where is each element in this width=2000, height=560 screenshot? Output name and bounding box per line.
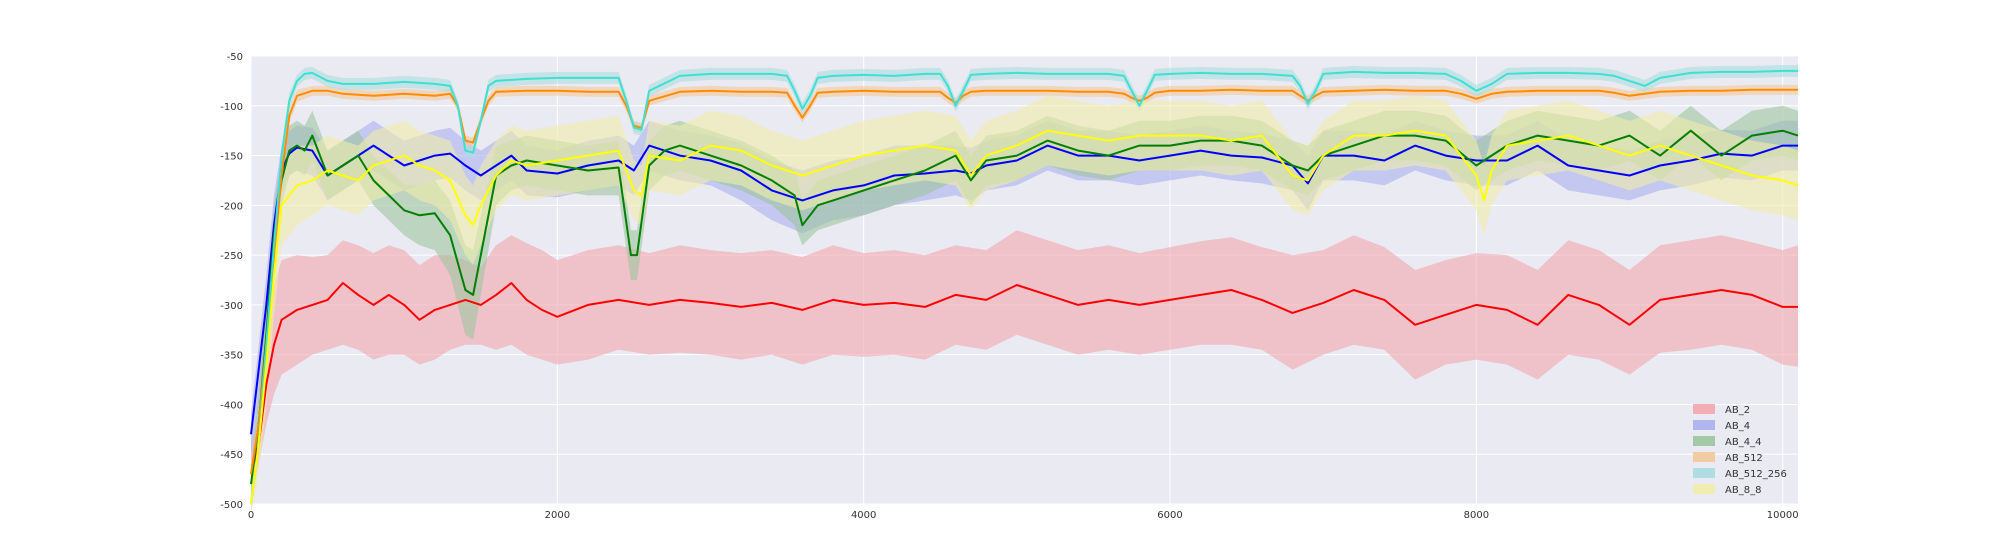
legend-label: AB_512_256 <box>1725 469 1787 480</box>
x-tick-label: 4000 <box>851 510 876 521</box>
line-AB_2 <box>250 282 1798 475</box>
x-tick-label: 0 <box>248 510 254 521</box>
y-tick-label: -400 <box>220 400 243 411</box>
x-tick-label: 6000 <box>1157 510 1182 521</box>
y-tick-label: -50 <box>227 52 243 63</box>
y-tick-label: -100 <box>220 102 243 113</box>
legend-label: AB_512 <box>1725 453 1763 464</box>
line-AB_512_256 <box>250 69 1798 505</box>
x-tick-label: 8000 <box>1464 510 1489 521</box>
y-tick-label: -500 <box>220 500 243 511</box>
x-axis-ticks: 0 2000 4000 6000 8000 10000 <box>248 510 1799 521</box>
x-tick-label: 2000 <box>545 510 570 521</box>
y-tick-label: -200 <box>220 201 243 212</box>
y-tick-label: -150 <box>220 152 243 163</box>
legend: AB_2 AB_4 AB_4_4 AB_512 AB_512_256 AB_8_8 <box>1693 404 1787 496</box>
line-AB_8_8 <box>250 129 1799 505</box>
series-lines <box>250 69 1799 505</box>
legend-swatch-AB_512 <box>1693 452 1715 462</box>
legend-label: AB_4_4 <box>1725 437 1761 448</box>
y-tick-label: -350 <box>220 351 243 362</box>
legend-label: AB_4 <box>1725 421 1750 432</box>
line-AB_4_4 <box>250 129 1799 485</box>
y-axis-ticks: -500 -450 -400 -350 -300 -250 -200 -150 -100 -50 <box>220 52 243 511</box>
y-tick-label: -300 <box>220 301 243 312</box>
x-tick-label: 10000 <box>1767 510 1799 521</box>
band-AB_2 <box>251 230 1798 494</box>
legend-swatch-AB_4 <box>1693 420 1715 430</box>
legend-swatch-AB_2 <box>1693 404 1715 414</box>
legend-label: AB_2 <box>1725 405 1750 416</box>
legend-swatch-AB_4_4 <box>1693 436 1715 446</box>
legend-swatch-AB_512_256 <box>1693 468 1715 478</box>
legend-swatch-AB_8_8 <box>1693 484 1715 494</box>
band-AB_8_8 <box>251 95 1798 515</box>
y-tick-label: -250 <box>220 251 243 262</box>
y-tick-label: -450 <box>220 450 243 461</box>
line-AB_4 <box>250 144 1798 435</box>
legend-label: AB_8_8 <box>1725 485 1761 496</box>
